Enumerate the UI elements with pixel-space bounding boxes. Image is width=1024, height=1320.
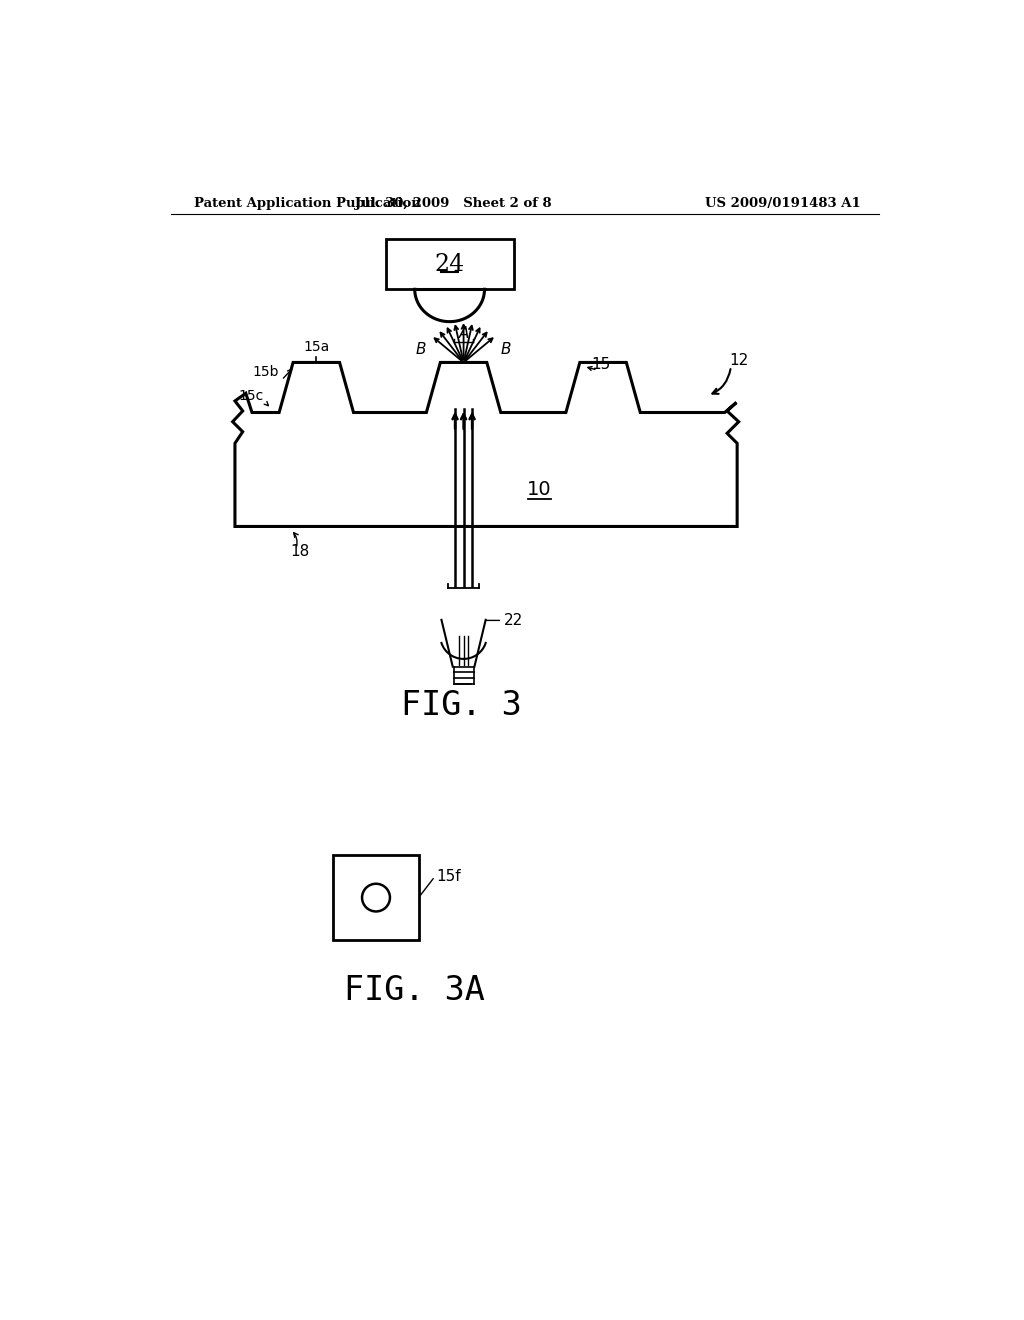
Text: Patent Application Publication: Patent Application Publication: [194, 197, 421, 210]
Text: FIG. 3: FIG. 3: [400, 689, 521, 722]
Text: B: B: [501, 342, 511, 356]
Text: 12: 12: [729, 354, 749, 368]
Text: A: A: [459, 326, 469, 342]
Text: FIG. 3A: FIG. 3A: [344, 974, 485, 1006]
Circle shape: [362, 884, 390, 911]
Bar: [334, 855, 419, 940]
Bar: [386, 239, 514, 289]
Text: 15a: 15a: [303, 341, 330, 354]
Text: B: B: [416, 342, 426, 356]
Text: 15c: 15c: [239, 388, 263, 403]
Text: US 2009/0191483 A1: US 2009/0191483 A1: [705, 197, 860, 210]
Text: 15b: 15b: [253, 366, 280, 379]
Text: 24: 24: [434, 252, 465, 276]
Text: 10: 10: [526, 480, 551, 499]
Text: Jul. 30, 2009   Sheet 2 of 8: Jul. 30, 2009 Sheet 2 of 8: [355, 197, 552, 210]
Text: 15: 15: [592, 358, 610, 372]
Text: 22: 22: [504, 612, 523, 628]
Text: 15f: 15f: [436, 869, 461, 884]
Polygon shape: [232, 363, 738, 527]
Text: 18: 18: [291, 544, 310, 558]
